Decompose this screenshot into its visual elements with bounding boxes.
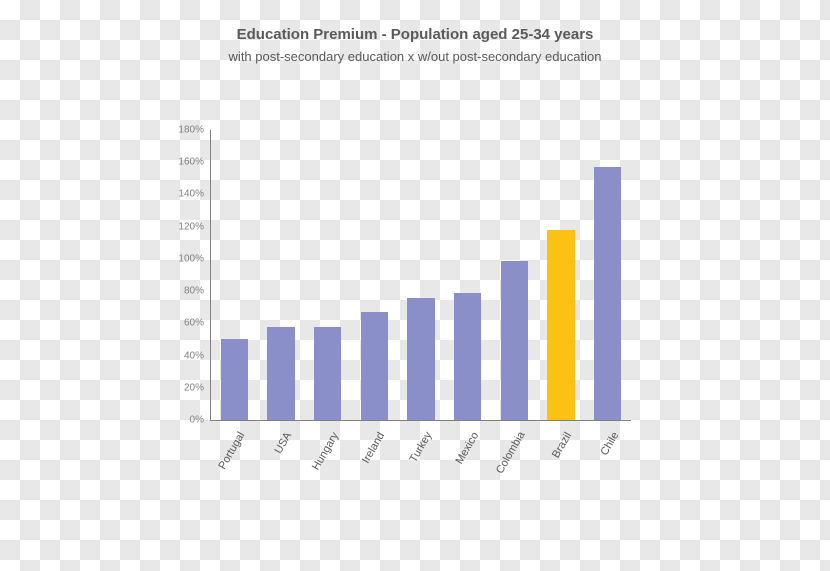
ytick-label: 80% bbox=[170, 286, 204, 297]
bar bbox=[267, 327, 294, 420]
xtick-label: Brazil bbox=[550, 430, 574, 460]
ytick-label: 20% bbox=[170, 382, 204, 393]
xtick-label: Portugal bbox=[217, 430, 248, 471]
bar bbox=[501, 261, 528, 421]
ytick-label: 40% bbox=[170, 350, 204, 361]
plot-area bbox=[210, 130, 631, 421]
xtick-label: Chile bbox=[598, 430, 621, 458]
ytick-label: 100% bbox=[170, 253, 204, 264]
bar bbox=[594, 167, 621, 420]
bar bbox=[407, 298, 434, 420]
ytick-label: 160% bbox=[170, 157, 204, 168]
ytick-label: 60% bbox=[170, 318, 204, 329]
bar bbox=[361, 312, 388, 420]
xtick-label: Ireland bbox=[360, 430, 387, 465]
chart-plot-wrap: 0% 20% 40% 60% 80% 100% 120% 140% 160% 180% Portug… bbox=[0, 0, 830, 571]
bar bbox=[454, 293, 481, 420]
ytick-label: 180% bbox=[170, 125, 204, 136]
chart-container: Education Premium - Population aged 25-3… bbox=[0, 0, 830, 571]
ytick-label: 140% bbox=[170, 189, 204, 200]
bar bbox=[547, 230, 574, 420]
xtick-label: Mexico bbox=[453, 430, 481, 466]
ytick-label: 0% bbox=[170, 415, 204, 426]
bar bbox=[221, 339, 248, 420]
xtick-label: Turkey bbox=[408, 430, 435, 465]
xtick-label: USA bbox=[273, 430, 295, 456]
xtick-label: Hungary bbox=[310, 430, 341, 472]
ytick-label: 120% bbox=[170, 221, 204, 232]
xtick-label: Colombia bbox=[494, 430, 528, 476]
bar bbox=[314, 327, 341, 420]
